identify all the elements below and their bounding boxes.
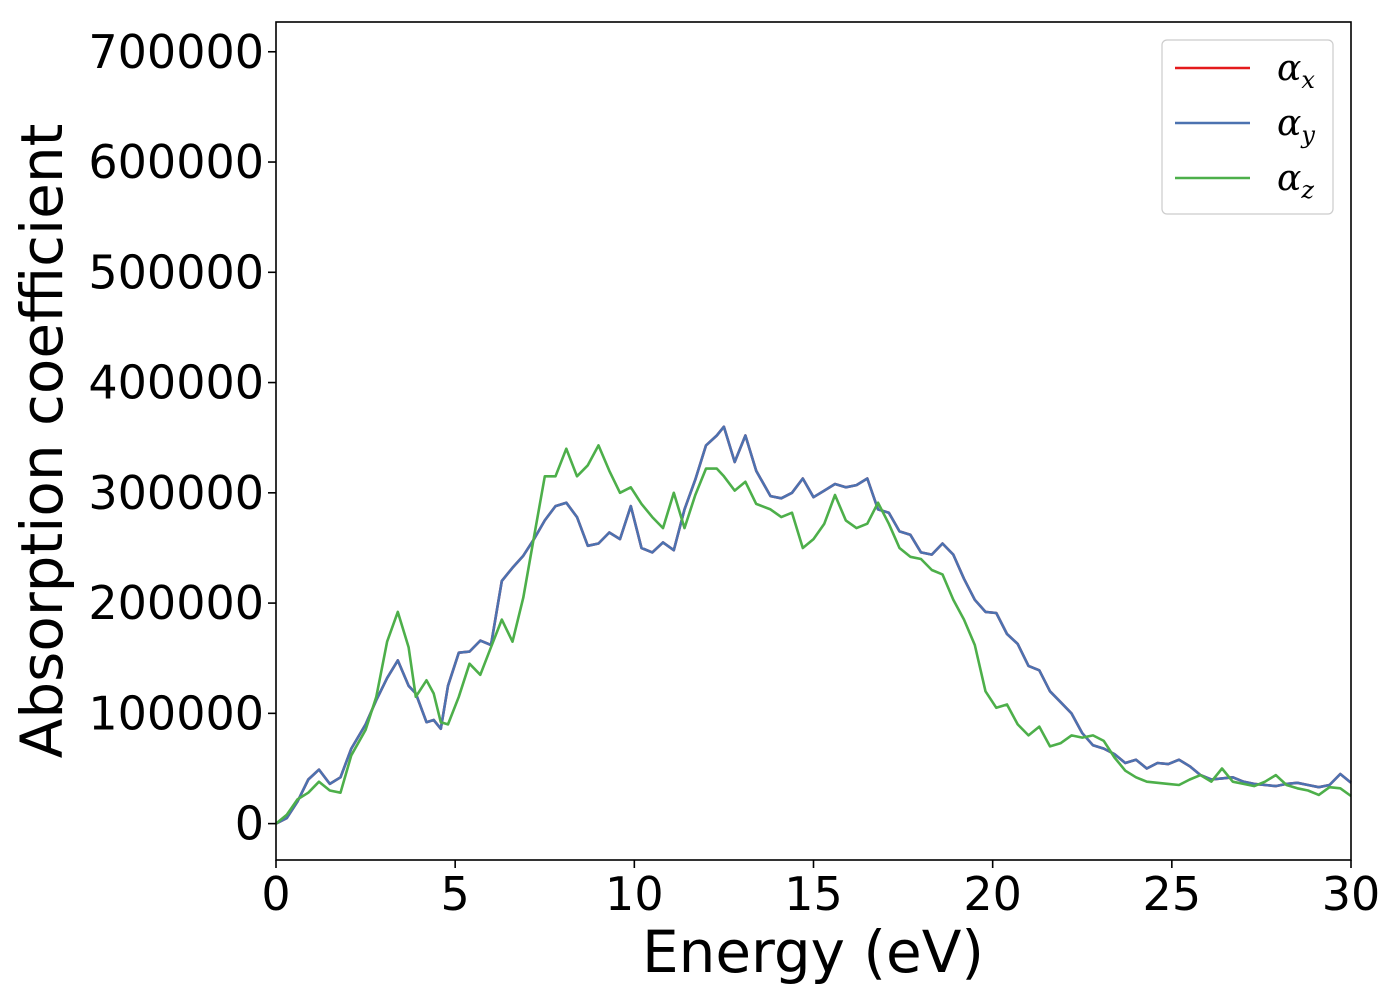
- y-tick-label: 0: [235, 797, 264, 851]
- series-layer: [275, 425, 1352, 825]
- x-tick-label: 25: [1143, 867, 1202, 921]
- y-tick-label: 500000: [88, 245, 264, 299]
- x-axis: 0 5 10 15 20 25 30: [261, 860, 1380, 921]
- x-axis-title: Energy (eV): [642, 918, 984, 986]
- x-tick-label: 30: [1322, 867, 1381, 921]
- legend-box: [1161, 39, 1334, 215]
- y-axis: 0 100000 200000 300000 400000 500000 600000 700…: [88, 25, 276, 851]
- x-tick-label: 15: [784, 867, 843, 921]
- y-tick-label: 100000: [88, 686, 264, 740]
- y-tick-label: 700000: [88, 25, 264, 79]
- y-tick-label: 400000: [88, 356, 264, 410]
- series-line-y: [275, 425, 1352, 825]
- y-tick-label: 600000: [88, 135, 264, 189]
- legend-label-y: αy: [1277, 103, 1315, 149]
- y-axis-title: Absorption coefficient: [8, 124, 76, 759]
- x-tick-label: 0: [261, 867, 290, 921]
- y-tick-label: 300000: [88, 466, 264, 520]
- series-line-z: [275, 444, 1352, 825]
- y-tick-label: 200000: [88, 576, 264, 630]
- x-tick-label: 5: [441, 867, 470, 921]
- x-tick-label: 20: [963, 867, 1022, 921]
- x-tick-label: 10: [605, 867, 664, 921]
